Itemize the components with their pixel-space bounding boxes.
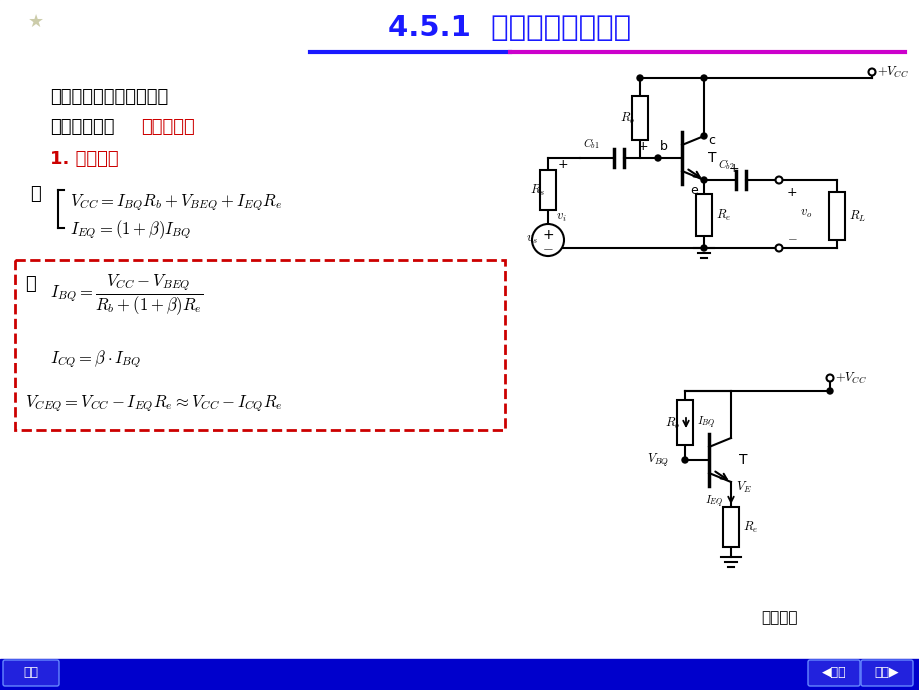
Text: +: +: [541, 228, 553, 242]
Text: 射极输出器: 射极输出器: [141, 118, 195, 136]
Bar: [539, 170, 555, 210]
Text: $I_{BQ}$: $I_{BQ}$: [697, 415, 715, 431]
Text: $V_{CEQ} = V_{CC} - I_{EQ}R_e \approx V_{CC} - I_{CQ}R_e$: $V_{CEQ} = V_{CC} - I_{EQ}R_e \approx V_…: [25, 393, 283, 414]
Text: $-$: $-$: [786, 232, 797, 244]
Text: 共集电极电路结构如图示: 共集电极电路结构如图示: [50, 88, 168, 106]
Text: ◀上页: ◀上页: [821, 667, 845, 680]
Text: $I_{BQ} = \dfrac{V_{CC}-V_{BEQ}}{R_b+(1+\beta)R_e}$: $I_{BQ} = \dfrac{V_{CC}-V_{BEQ}}{R_b+(1+…: [50, 272, 203, 317]
Text: +: +: [637, 139, 648, 152]
Text: $R_e$: $R_e$: [743, 520, 757, 535]
Text: $-$: $-$: [541, 240, 553, 254]
Text: $V_{CC} = I_{BQ}R_b + V_{BEQ} + I_{EQ}R_e$: $V_{CC} = I_{BQ}R_b + V_{BEQ} + I_{EQ}R_…: [70, 192, 282, 213]
Circle shape: [654, 155, 660, 161]
Text: $v_i$: $v_i$: [555, 212, 566, 224]
Text: $R_e$: $R_e$: [715, 208, 731, 223]
Text: 直流通路: 直流通路: [761, 610, 798, 625]
Text: $C_{b2}$: $C_{b2}$: [717, 157, 734, 172]
Text: $v_s$: $v_s$: [526, 233, 538, 246]
Circle shape: [775, 177, 782, 184]
Bar: [722, 507, 738, 547]
Text: 得: 得: [25, 275, 36, 293]
Text: $I_{EQ}$: $I_{EQ}$: [704, 494, 722, 510]
Text: 下页▶: 下页▶: [874, 667, 899, 680]
Circle shape: [700, 75, 706, 81]
Bar: [676, 400, 692, 445]
Text: $R_L$: $R_L$: [848, 208, 865, 224]
Text: $R_s$: $R_s$: [529, 182, 545, 197]
Text: 4.5.1  共集电极放大电路: 4.5.1 共集电极放大电路: [388, 14, 630, 42]
Bar: [696, 194, 711, 236]
Text: +: +: [728, 163, 739, 175]
Text: +: +: [558, 157, 568, 170]
FancyBboxPatch shape: [860, 660, 912, 686]
Text: $+V_{CC}$: $+V_{CC}$: [876, 64, 908, 79]
Text: $+V_{CC}$: $+V_{CC}$: [834, 371, 866, 386]
Text: e: e: [689, 184, 697, 197]
Circle shape: [531, 224, 563, 256]
Text: T: T: [738, 453, 746, 467]
Text: 首页: 首页: [24, 667, 39, 680]
Circle shape: [681, 457, 687, 463]
Circle shape: [868, 68, 875, 75]
Text: b: b: [659, 139, 667, 152]
Text: ★: ★: [28, 13, 44, 31]
Text: 该电路也称为: 该电路也称为: [50, 118, 114, 136]
Circle shape: [826, 388, 832, 394]
Circle shape: [825, 375, 833, 382]
Text: $R_b$: $R_b$: [664, 415, 679, 431]
Bar: [0, 659, 919, 690]
Text: $V_{BQ}$: $V_{BQ}$: [646, 451, 668, 469]
Text: $V_E$: $V_E$: [735, 480, 751, 495]
FancyBboxPatch shape: [15, 260, 505, 430]
Text: +: +: [786, 186, 797, 199]
Bar: [828, 192, 844, 240]
Text: c: c: [708, 133, 714, 146]
Circle shape: [636, 75, 642, 81]
Bar: [0, 0, 919, 58]
Text: $I_{CQ} = \beta \cdot I_{BQ}$: $I_{CQ} = \beta \cdot I_{BQ}$: [50, 348, 142, 370]
Text: $C_{b1}$: $C_{b1}$: [583, 137, 599, 151]
Circle shape: [700, 245, 706, 251]
Bar: [631, 96, 647, 140]
FancyBboxPatch shape: [807, 660, 859, 686]
Circle shape: [775, 244, 782, 251]
Text: 由: 由: [30, 185, 40, 203]
Circle shape: [700, 133, 706, 139]
Text: T: T: [708, 151, 716, 165]
Circle shape: [700, 177, 706, 183]
Text: $I_{EQ} = (1+\beta)I_{BQ}$: $I_{EQ} = (1+\beta)I_{BQ}$: [70, 218, 191, 241]
Text: $R_b$: $R_b$: [619, 110, 634, 126]
Text: $v_o$: $v_o$: [800, 208, 811, 221]
FancyBboxPatch shape: [3, 660, 59, 686]
Text: 1. 静态分析: 1. 静态分析: [50, 150, 119, 168]
